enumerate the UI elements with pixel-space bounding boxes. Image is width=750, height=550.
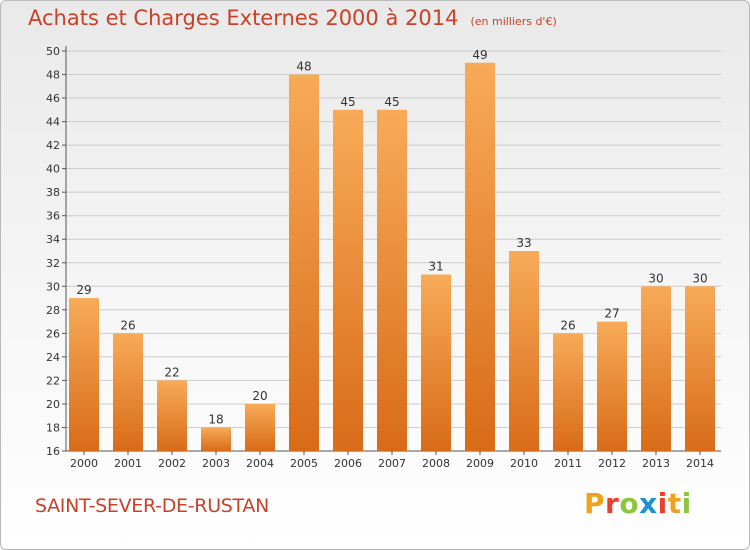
data-label-2005: 48: [296, 60, 311, 74]
bar-2007: [377, 109, 407, 451]
x-tick-label-2012: 2012: [598, 457, 626, 470]
y-tick-label: 30: [46, 280, 60, 293]
y-tick-labels: 16 18 20 22 24 26 28 30 32 34 36 38 40 42 44 46 48 50: [46, 45, 60, 458]
proxiti-logo: Proxiti: [584, 487, 692, 520]
data-label-2001: 26: [120, 318, 135, 332]
y-tick-label: 26: [46, 327, 60, 340]
bar-2005: [289, 74, 319, 451]
x-tick-label-2001: 2001: [114, 457, 142, 470]
chart-title: Achats et Charges Externes 2000 à 2014: [28, 6, 459, 30]
y-tick-label: 42: [46, 139, 60, 152]
bar-2000: [69, 298, 99, 451]
x-tick-label-2002: 2002: [158, 457, 186, 470]
y-tick-label: 40: [46, 163, 60, 176]
y-tick-label: 36: [46, 210, 60, 223]
y-tick-label: 20: [46, 398, 60, 411]
data-label-2013: 30: [648, 271, 663, 285]
y-tick-label: 28: [46, 304, 60, 317]
bars: [69, 62, 715, 451]
y-tick-label: 24: [46, 351, 60, 364]
logo-letter: i: [657, 487, 668, 520]
data-label-2003: 18: [208, 412, 223, 426]
data-label-2010: 33: [516, 236, 531, 250]
x-tick-label-2014: 2014: [686, 457, 714, 470]
data-label-2014: 30: [692, 271, 707, 285]
logo-letter: i: [681, 487, 692, 520]
x-tick-label-2000: 2000: [70, 457, 98, 470]
data-label-2009: 49: [472, 48, 487, 62]
data-label-2002: 22: [164, 365, 179, 379]
title-row: Achats et Charges Externes 2000 à 2014 (e…: [28, 6, 557, 30]
data-labels: 29 26 22 18 20 48 45 45 31 49 33 26 27 30 30: [76, 48, 707, 427]
bar-2014: [685, 286, 715, 451]
bar-2010: [509, 251, 539, 451]
bar-2006: [333, 109, 363, 451]
logo-letter: P: [584, 487, 606, 520]
bar-2002: [157, 380, 187, 451]
logo-letter: o: [619, 487, 640, 520]
data-label-2011: 26: [560, 318, 575, 332]
logo-letter: t: [667, 487, 682, 520]
x-tick-label-2004: 2004: [246, 457, 274, 470]
bar-2003: [201, 427, 231, 451]
bar-2011: [553, 333, 583, 451]
y-tick-label: 48: [46, 69, 60, 82]
x-tick-label-2007: 2007: [378, 457, 406, 470]
x-tick-label-2010: 2010: [510, 457, 538, 470]
logo-letter: r: [605, 487, 620, 520]
data-label-2012: 27: [604, 307, 619, 321]
y-tick-label: 18: [46, 421, 60, 434]
bar-2008: [421, 274, 451, 451]
y-tick-label: 16: [46, 445, 60, 458]
data-label-2007: 45: [384, 95, 399, 109]
logo-letter: x: [639, 487, 658, 520]
data-label-2004: 20: [252, 389, 267, 403]
y-tick-label: 38: [46, 186, 60, 199]
x-tick-label-2008: 2008: [422, 457, 450, 470]
x-tick-label-2009: 2009: [466, 457, 494, 470]
x-tick-label-2006: 2006: [334, 457, 362, 470]
x-tick-label-2011: 2011: [554, 457, 582, 470]
bar-2004: [245, 403, 275, 451]
y-tick-label: 34: [46, 233, 60, 246]
x-tick-label-2003: 2003: [202, 457, 230, 470]
x-tick-label-2013: 2013: [642, 457, 670, 470]
y-tick-label: 22: [46, 374, 60, 387]
bar-2013: [641, 286, 671, 451]
data-label-2008: 31: [428, 260, 443, 274]
bar-2009: [465, 62, 495, 451]
bar-2001: [113, 333, 143, 451]
data-label-2000: 29: [76, 283, 91, 297]
commune-name: SAINT-SEVER-DE-RUSTAN: [35, 495, 270, 517]
bar-2012: [597, 321, 627, 451]
y-tick-label: 32: [46, 257, 60, 270]
y-tick-label: 50: [46, 45, 60, 58]
data-label-2006: 45: [340, 95, 355, 109]
x-tick-labels: 2000 2001 2002 2003 2004 2005 2006 2007 2008 2009…: [70, 451, 714, 470]
x-tick-label-2005: 2005: [290, 457, 318, 470]
chart-subtitle: (en milliers d'€): [470, 15, 557, 28]
y-tick-label: 44: [46, 116, 60, 129]
y-tick-label: 46: [46, 92, 60, 105]
